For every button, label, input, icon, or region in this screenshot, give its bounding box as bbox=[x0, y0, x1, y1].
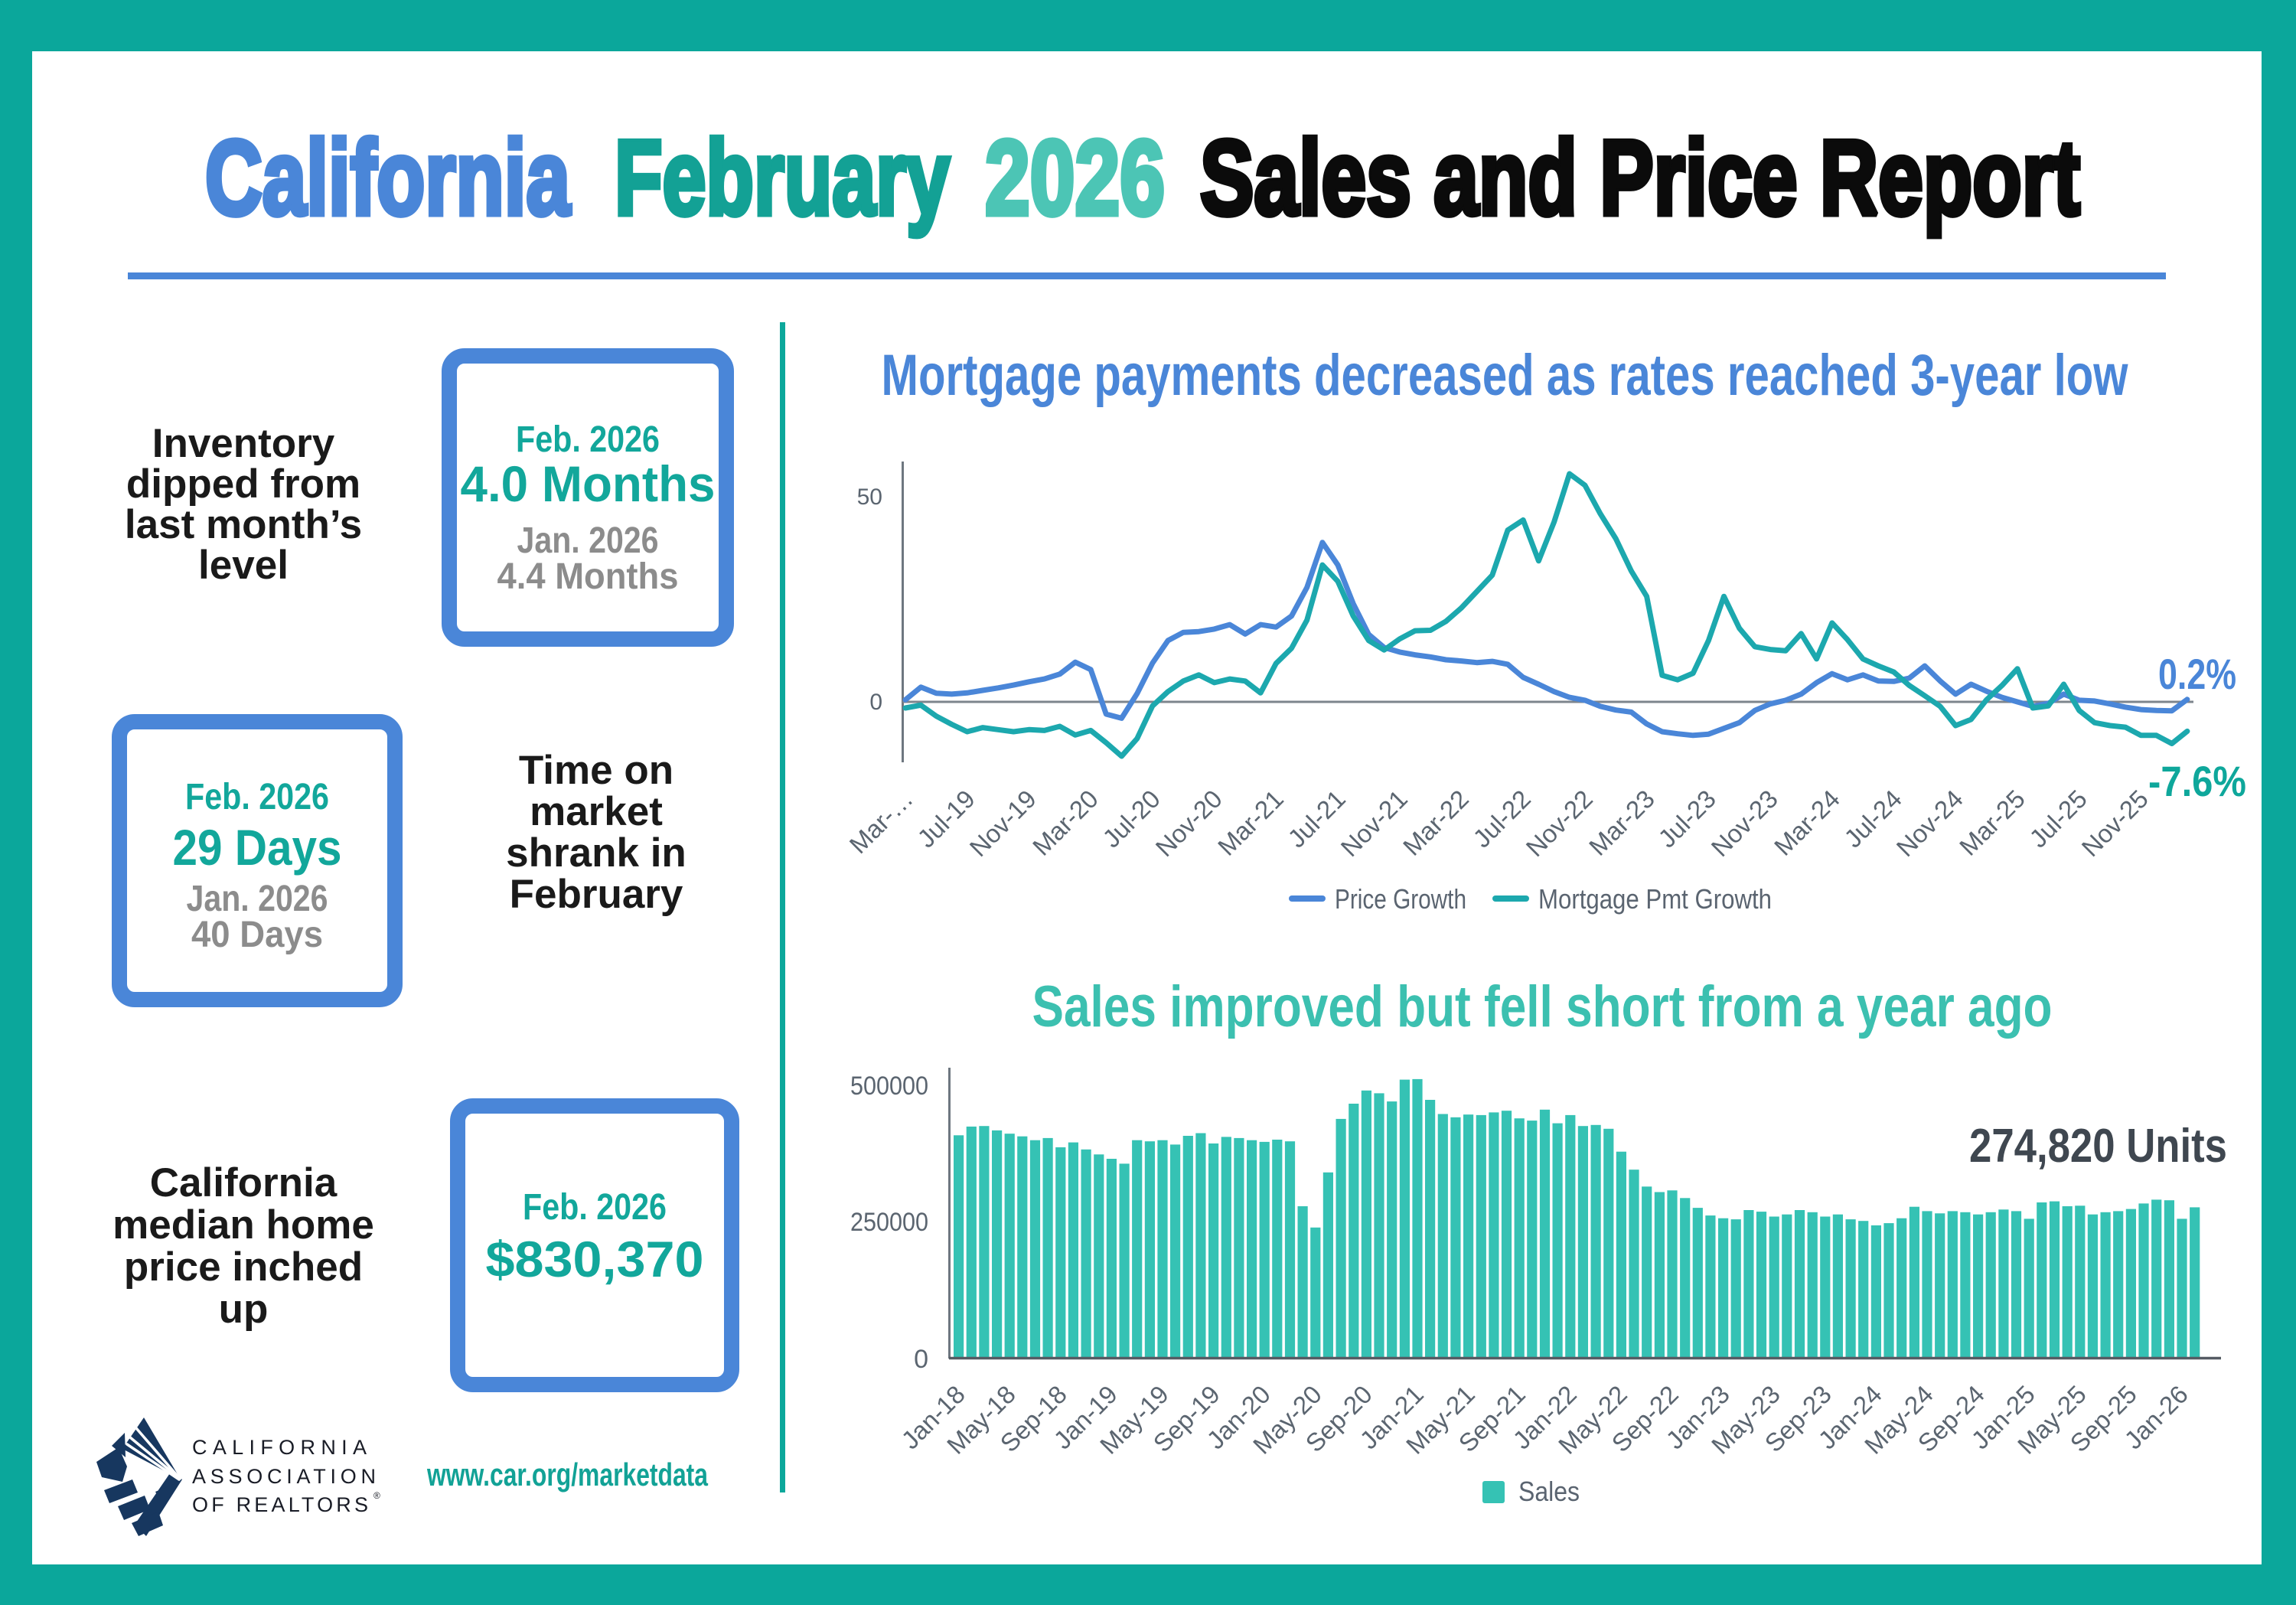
svg-text:Sales and Price Report: Sales and Price Report bbox=[1200, 119, 2080, 237]
svg-text:Mar-…: Mar-… bbox=[843, 785, 918, 859]
svg-text:Mar-23: Mar-23 bbox=[1583, 785, 1660, 861]
svg-text:California: California bbox=[150, 1160, 338, 1205]
svg-text:4.0 Months: 4.0 Months bbox=[461, 455, 716, 512]
svg-text:Nov-19: Nov-19 bbox=[964, 785, 1042, 862]
svg-text:274,820 Units: 274,820 Units bbox=[1969, 1120, 2227, 1173]
svg-text:0: 0 bbox=[869, 690, 882, 715]
svg-text:29 Days: 29 Days bbox=[173, 819, 342, 876]
svg-text:Time on: Time on bbox=[519, 748, 673, 793]
svg-text:Nov-24: Nov-24 bbox=[1891, 785, 1968, 862]
svg-text:250000: 250000 bbox=[850, 1208, 928, 1237]
svg-text:0.2%: 0.2% bbox=[2158, 650, 2236, 698]
svg-text:500000: 500000 bbox=[850, 1072, 928, 1101]
svg-text:CALIFORNIA: CALIFORNIA bbox=[192, 1436, 367, 1459]
svg-text:-7.6%: -7.6% bbox=[2148, 757, 2246, 805]
svg-text:February: February bbox=[510, 872, 683, 917]
svg-text:Nov-23: Nov-23 bbox=[1706, 785, 1783, 862]
svg-text:0: 0 bbox=[914, 1345, 928, 1374]
svg-text:California: California bbox=[205, 119, 571, 237]
svg-text:Feb. 2026: Feb. 2026 bbox=[516, 419, 660, 460]
svg-text:level: level bbox=[198, 543, 289, 588]
svg-text:$830,370: $830,370 bbox=[486, 1231, 704, 1287]
svg-text:Nov-25: Nov-25 bbox=[2076, 785, 2154, 862]
svg-text:Nov-20: Nov-20 bbox=[1150, 785, 1228, 862]
svg-text:Sales improved but fell short: Sales improved but fell short from a yea… bbox=[1032, 974, 2053, 1039]
svg-text:Nov-21: Nov-21 bbox=[1336, 785, 1413, 862]
svg-text:Mar-24: Mar-24 bbox=[1769, 785, 1845, 861]
svg-text:Mortgage Pmt Growth: Mortgage Pmt Growth bbox=[1538, 883, 1772, 915]
svg-text:www.car.org/marketdata: www.car.org/marketdata bbox=[426, 1457, 708, 1492]
svg-text:Mar-25: Mar-25 bbox=[1954, 785, 2030, 861]
svg-text:Price Growth: Price Growth bbox=[1335, 883, 1466, 915]
svg-text:40 Days: 40 Days bbox=[191, 915, 323, 955]
svg-text:2026: 2026 bbox=[985, 119, 1165, 237]
svg-text:OF REALTORS: OF REALTORS bbox=[192, 1493, 368, 1516]
svg-text:Mortgage payments decreased as: Mortgage payments decreased as rates rea… bbox=[882, 343, 2129, 408]
svg-text:Jan. 2026: Jan. 2026 bbox=[517, 520, 659, 561]
svg-text:Inventory: Inventory bbox=[152, 421, 335, 466]
svg-text:Feb. 2026: Feb. 2026 bbox=[185, 777, 329, 817]
svg-text:Nov-22: Nov-22 bbox=[1521, 785, 1598, 862]
svg-text:4.4 Months: 4.4 Months bbox=[497, 556, 679, 597]
svg-text:last month’s: last month’s bbox=[125, 502, 362, 547]
svg-text:50: 50 bbox=[857, 484, 882, 510]
svg-text:Sales: Sales bbox=[1518, 1476, 1580, 1507]
svg-text:Feb. 2026: Feb. 2026 bbox=[523, 1187, 667, 1228]
svg-text:dipped from: dipped from bbox=[126, 462, 360, 507]
svg-text:shrank in: shrank in bbox=[506, 830, 687, 876]
svg-text:ASSOCIATION: ASSOCIATION bbox=[192, 1465, 376, 1488]
svg-text:February: February bbox=[615, 119, 950, 237]
svg-text:Mar-21: Mar-21 bbox=[1212, 785, 1289, 861]
svg-text:median home: median home bbox=[113, 1202, 374, 1248]
svg-text:market: market bbox=[530, 789, 663, 834]
svg-text:up: up bbox=[219, 1287, 269, 1332]
svg-text:Mar-20: Mar-20 bbox=[1027, 785, 1104, 861]
svg-text:Mar-22: Mar-22 bbox=[1397, 785, 1474, 861]
svg-text:price inched: price inched bbox=[124, 1245, 363, 1290]
svg-text:Jan. 2026: Jan. 2026 bbox=[187, 879, 328, 919]
svg-text:®: ® bbox=[373, 1490, 380, 1501]
